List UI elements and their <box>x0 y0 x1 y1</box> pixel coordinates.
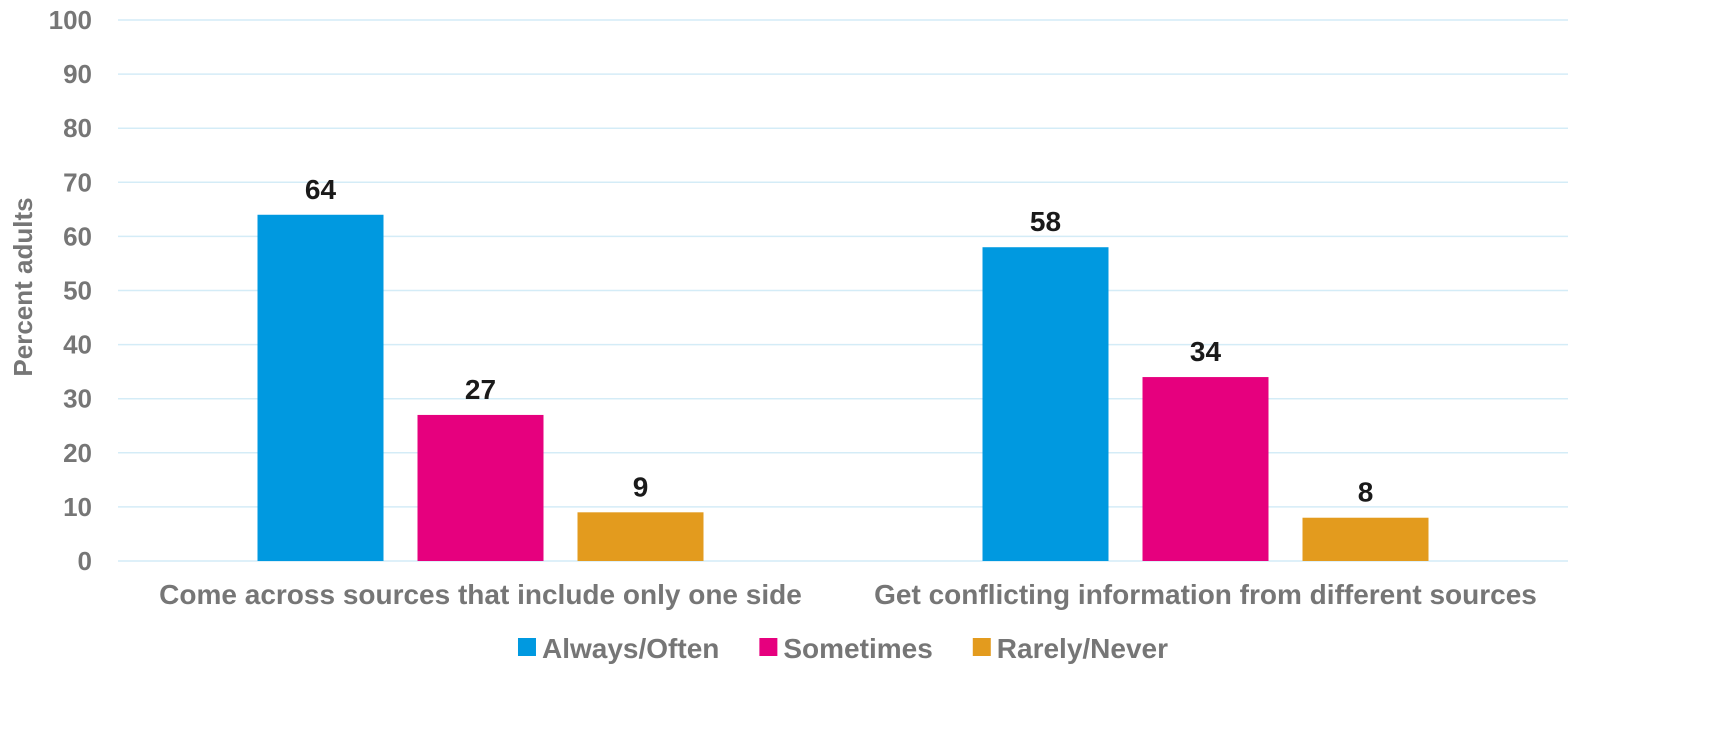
bar-always-often <box>982 247 1109 561</box>
legend-swatch <box>517 638 536 656</box>
bar-sometimes <box>417 414 544 561</box>
data-label: 34 <box>1190 336 1222 367</box>
y-tick-label: 80 <box>63 113 92 143</box>
data-labels: 64 27 9 58 34 8 <box>305 174 1373 508</box>
y-tick-label: 10 <box>63 492 92 522</box>
y-tick-label: 30 <box>63 384 92 414</box>
legend-item: Always/Often <box>517 633 719 664</box>
y-tick-label: 0 <box>78 546 92 576</box>
legend: Always/Often Sometimes Rarely/Never <box>517 633 1168 664</box>
x-category-label: Get conflicting information from differe… <box>874 579 1537 610</box>
legend-label: Sometimes <box>783 633 932 664</box>
y-tick-label: 40 <box>63 330 92 360</box>
legend-item: Rarely/Never <box>972 633 1168 664</box>
data-label: 64 <box>305 174 337 205</box>
y-tick-label: 90 <box>63 59 92 89</box>
y-tick-label: 20 <box>63 438 92 468</box>
legend-swatch <box>972 638 991 656</box>
legend-label: Always/Often <box>542 633 719 664</box>
bar-rarely-never <box>1302 517 1429 561</box>
legend-swatch <box>759 638 778 656</box>
legend-item: Sometimes <box>759 633 933 664</box>
x-category-label: Come across sources that include only on… <box>159 579 802 610</box>
y-tick-label: 70 <box>63 167 92 197</box>
y-tick-label: 50 <box>63 276 92 306</box>
bar-rarely-never <box>577 512 704 561</box>
y-axis-title: Percent adults <box>8 197 38 376</box>
y-axis-ticks: 0 10 20 30 40 50 60 70 80 90 100 <box>49 5 92 576</box>
x-axis-categories: Come across sources that include only on… <box>159 579 1537 610</box>
bar-sometimes <box>1142 377 1269 561</box>
data-label: 9 <box>633 471 649 502</box>
y-tick-label: 100 <box>49 5 92 35</box>
legend-label: Rarely/Never <box>997 633 1168 664</box>
data-label: 27 <box>465 374 496 405</box>
data-label: 58 <box>1030 206 1061 237</box>
data-label: 8 <box>1358 477 1374 508</box>
y-tick-label: 60 <box>63 221 92 251</box>
bar-always-often <box>257 214 384 561</box>
bars <box>257 214 1429 561</box>
